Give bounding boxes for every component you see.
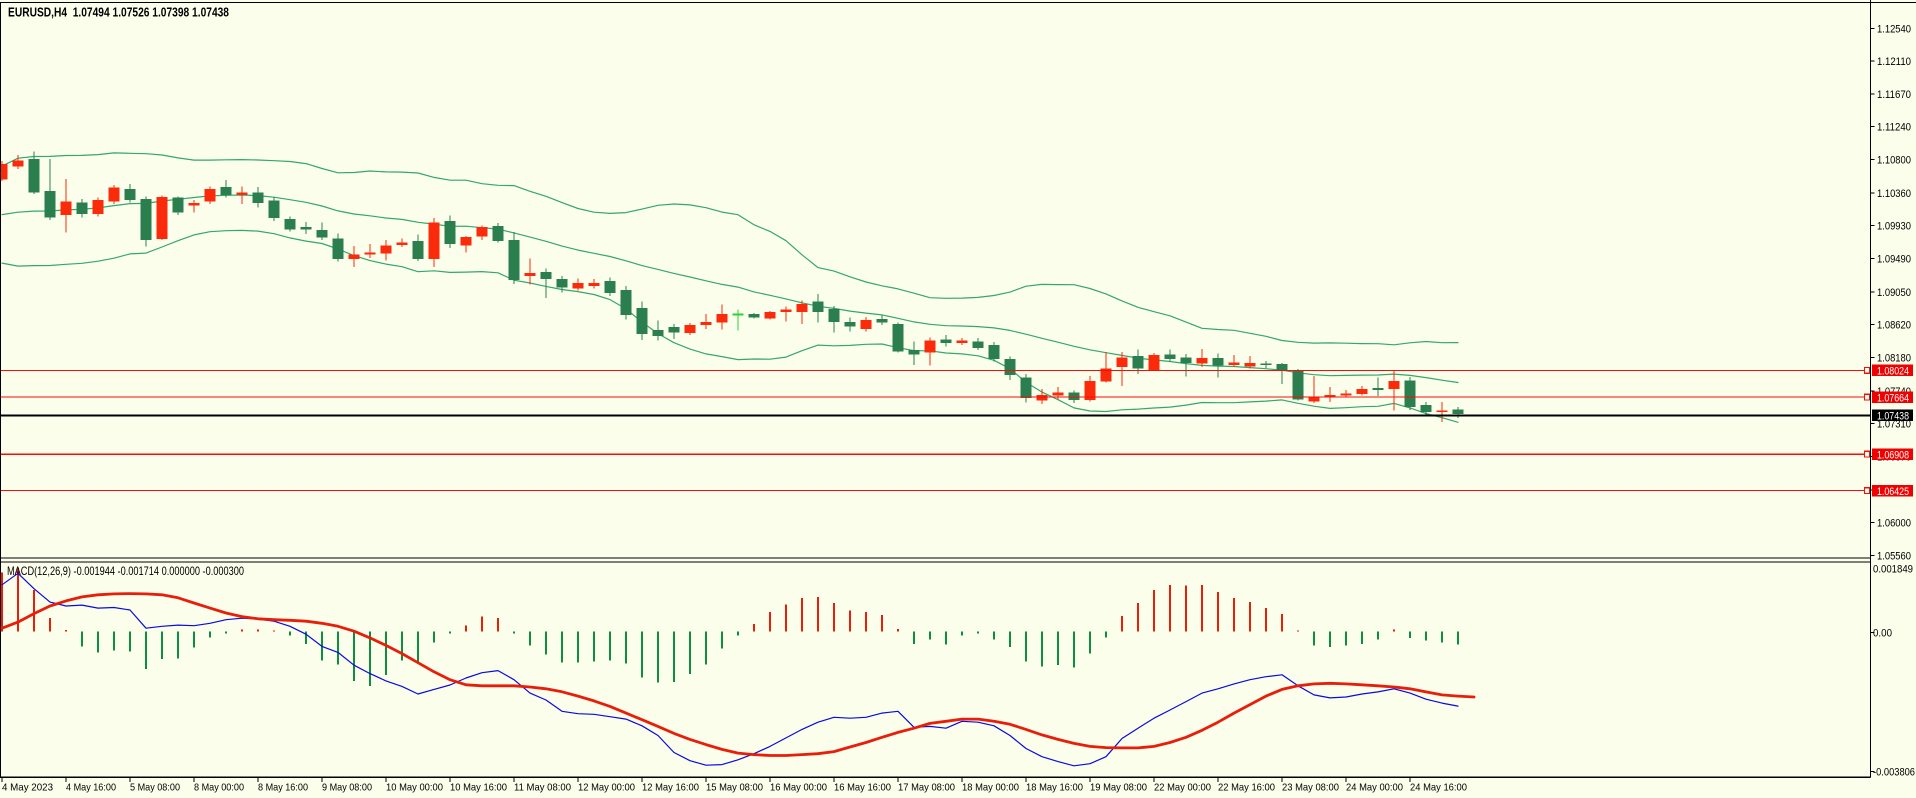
- svg-text:1.07664: 1.07664: [1877, 392, 1909, 404]
- svg-text:19 May 08:00: 19 May 08:00: [1090, 782, 1147, 794]
- svg-text:23 May 08:00: 23 May 08:00: [1282, 782, 1339, 794]
- svg-text:16 May 00:00: 16 May 00:00: [770, 782, 827, 794]
- svg-text:11 May 08:00: 11 May 08:00: [514, 782, 571, 794]
- svg-text:1.09490: 1.09490: [1877, 254, 1911, 266]
- svg-text:1.06425: 1.06425: [1877, 486, 1909, 498]
- svg-text:10 May 00:00: 10 May 00:00: [386, 782, 443, 794]
- svg-text:24 May 00:00: 24 May 00:00: [1346, 782, 1403, 794]
- svg-text:22 May 16:00: 22 May 16:00: [1218, 782, 1275, 794]
- svg-text:1.12540: 1.12540: [1877, 23, 1911, 35]
- svg-text:18 May 00:00: 18 May 00:00: [962, 782, 1019, 794]
- svg-text:1.08180: 1.08180: [1877, 353, 1911, 365]
- svg-text:EURUSD,H4 1.07494 1.07526 1.0: EURUSD,H4 1.07494 1.07526 1.07398 1.0743…: [8, 6, 229, 20]
- svg-text:MACD(12,26,9) -0.001944 -0.001: MACD(12,26,9) -0.001944 -0.001714 0.0000…: [7, 564, 244, 578]
- svg-text:0.00: 0.00: [1873, 627, 1892, 639]
- svg-text:-0.003806: -0.003806: [1873, 766, 1915, 778]
- svg-text:8 May 00:00: 8 May 00:00: [194, 782, 244, 794]
- svg-text:1.08024: 1.08024: [1877, 366, 1909, 378]
- svg-text:15 May 08:00: 15 May 08:00: [706, 782, 763, 794]
- svg-text:1.06000: 1.06000: [1877, 517, 1911, 529]
- svg-text:9 May 08:00: 9 May 08:00: [322, 782, 372, 794]
- svg-text:10 May 16:00: 10 May 16:00: [450, 782, 507, 794]
- svg-text:17 May 08:00: 17 May 08:00: [898, 782, 955, 794]
- svg-text:1.07438: 1.07438: [1877, 411, 1909, 423]
- svg-text:1.08620: 1.08620: [1877, 319, 1911, 331]
- svg-text:24 May 16:00: 24 May 16:00: [1410, 782, 1467, 794]
- svg-text:1.10360: 1.10360: [1877, 188, 1911, 200]
- svg-text:1.09930: 1.09930: [1877, 220, 1911, 232]
- svg-text:0.001849: 0.001849: [1873, 564, 1913, 576]
- svg-text:1.11670: 1.11670: [1877, 89, 1911, 101]
- svg-text:12 May 16:00: 12 May 16:00: [642, 782, 699, 794]
- svg-text:5 May 08:00: 5 May 08:00: [130, 782, 180, 794]
- svg-text:4 May 16:00: 4 May 16:00: [66, 782, 116, 794]
- svg-text:1.10800: 1.10800: [1877, 155, 1911, 167]
- svg-text:12 May 00:00: 12 May 00:00: [578, 782, 635, 794]
- svg-text:18 May 16:00: 18 May 16:00: [1026, 782, 1083, 794]
- svg-text:22 May 00:00: 22 May 00:00: [1154, 782, 1211, 794]
- svg-text:1.11240: 1.11240: [1877, 122, 1911, 134]
- svg-text:1.09050: 1.09050: [1877, 287, 1911, 299]
- svg-text:4 May 2023: 4 May 2023: [2, 782, 53, 794]
- svg-text:1.07310: 1.07310: [1877, 418, 1911, 430]
- svg-text:8 May 16:00: 8 May 16:00: [258, 782, 308, 794]
- svg-text:1.05560: 1.05560: [1877, 551, 1911, 563]
- svg-text:1.12110: 1.12110: [1877, 56, 1911, 68]
- svg-text:16 May 16:00: 16 May 16:00: [834, 782, 891, 794]
- svg-text:1.06908: 1.06908: [1877, 449, 1909, 461]
